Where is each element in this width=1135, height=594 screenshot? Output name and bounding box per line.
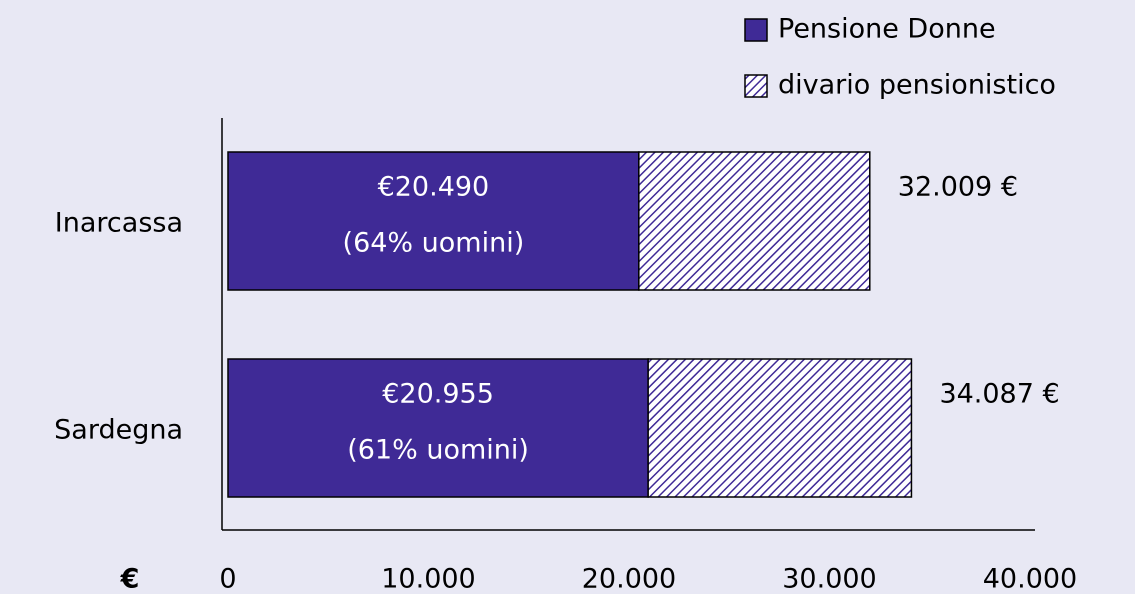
x-tick-label: 0 (219, 564, 236, 594)
annotation: (64% uomini) (343, 228, 525, 259)
y-tick-label: Inarcassa (55, 208, 183, 239)
annotation: (61% uomini) (347, 435, 529, 466)
x-tick-label: 20.000 (582, 564, 676, 594)
total-label: 34.087 € (939, 379, 1059, 410)
legend-swatch (744, 18, 768, 42)
bar-segment (227, 358, 649, 498)
y-tick-label: Sardegna (54, 415, 183, 446)
x-axis-label: € (120, 564, 140, 594)
total-label: 32.009 € (898, 172, 1018, 203)
value-label: €20.955 (382, 379, 494, 410)
x-tick-label: 30.000 (782, 564, 876, 594)
x-tick-label: 40.000 (983, 564, 1077, 594)
legend-label: divario pensionistico (778, 70, 1056, 101)
bar-segment (647, 358, 913, 498)
value-label: €20.490 (378, 172, 490, 203)
x-tick-label: 10.000 (381, 564, 475, 594)
bar-segment (638, 151, 871, 291)
legend-swatch (744, 74, 768, 98)
legend-label: Pensione Donne (778, 14, 996, 45)
bar-segment (227, 151, 640, 291)
